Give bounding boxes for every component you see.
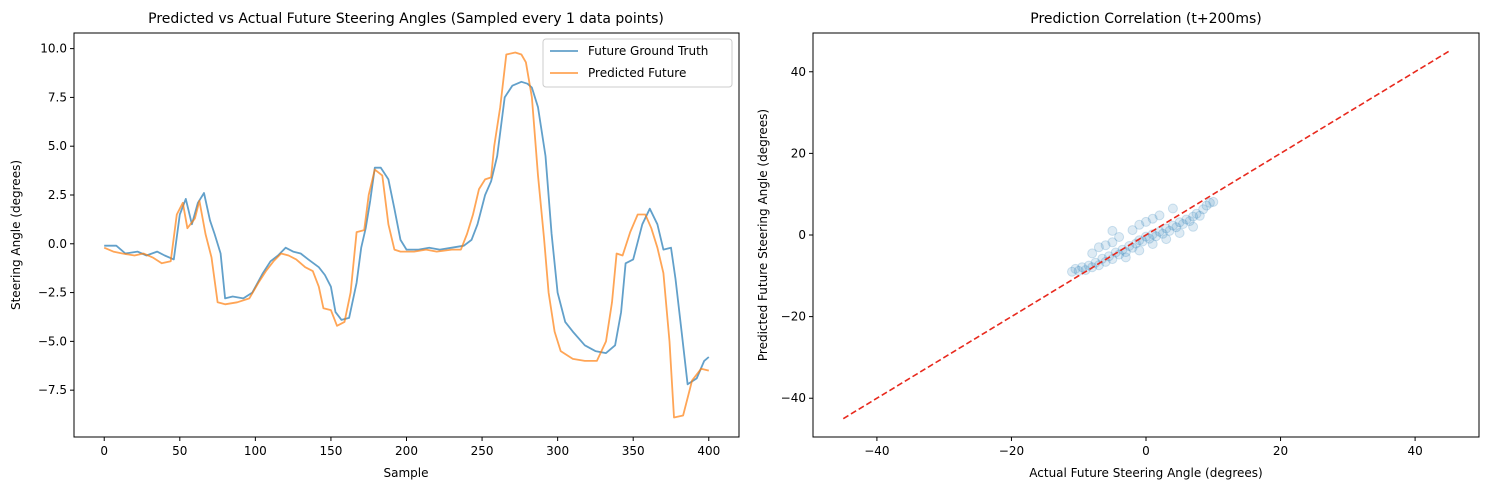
scatter-chart-y-tick-label: −40 [781,391,806,405]
line-chart-x-tick-label: 350 [622,444,645,458]
scatter-point [1188,221,1199,232]
scatter-point [1134,245,1145,256]
scatter-chart-y-tick-label: −20 [781,310,806,324]
line-chart-y-tick-label: 10.0 [40,42,67,56]
scatter-point [1067,266,1077,277]
scatter-point [1161,234,1172,245]
scatter-point [1181,214,1192,225]
scatter-chart-reference-line [842,50,1450,420]
line-series-1 [103,51,710,419]
scatter-chart-y-axis-label: Predicted Future Steering Angle (degrees… [756,109,770,361]
scatter-point [1147,213,1158,224]
legend-box [542,38,733,88]
line-chart-x-tick-label: 100 [244,444,267,458]
line-chart-y-tick-label: 7.5 [48,90,67,104]
scatter-point [1198,204,1209,215]
scatter-point [1107,237,1118,248]
scatter-point [1134,235,1145,246]
line-chart-x-tick-label: 200 [395,444,418,458]
legend-label-ground-truth: Future Ground Truth [588,44,708,58]
scatter-chart-points [1067,196,1219,277]
legend-label-predicted: Predicted Future [588,66,686,80]
scatter-point [1174,217,1185,228]
line-chart-x-tick-label: 0 [100,444,108,458]
reference-diagonal-line [842,50,1450,420]
scatter-point [1100,240,1111,251]
scatter-point [1204,197,1215,208]
scatter-point [1167,203,1178,214]
scatter-point [1093,242,1104,253]
scatter-chart: Prediction Correlation (t+200ms) −40 −20 0… [756,11,1480,480]
scatter-point [1191,208,1202,219]
scatter-point [1114,232,1125,242]
scatter-point [1107,225,1118,236]
scatter-point [1120,252,1131,263]
line-chart-y-axis-label: Steering Angle (degrees) [9,160,23,310]
scatter-chart-y-tick-label: 0 [798,228,806,242]
line-chart-y-tick-label: 5.0 [48,139,67,153]
line-chart-x-tick-label: 150 [319,444,342,458]
scatter-point [1134,219,1145,230]
scatter-point [1141,216,1151,227]
scatter-point [1208,196,1219,207]
scatter-point [1151,231,1162,242]
line-chart-title: Predicted vs Actual Future Steering Angl… [148,11,664,27]
line-chart-y-tick-label: −2.5 [38,286,67,300]
line-chart-series-group [103,51,710,419]
line-chart-x-tick-label: 400 [697,444,720,458]
scatter-point [1184,216,1195,227]
line-chart-legend: Future Ground Truth Predicted Future [542,38,733,88]
scatter-point [1154,210,1165,221]
scatter-point [1144,233,1155,244]
scatter-point [1127,225,1138,236]
scatter-chart-x-tick-label: 0 [1142,444,1150,458]
line-chart: Predicted vs Actual Future Steering Angl… [9,11,740,480]
scatter-chart-title: Prediction Correlation (t+200ms) [1030,11,1261,27]
scatter-chart-y-ticks: −40 −20 0 20 40 [781,65,813,405]
line-chart-x-tick-label: 50 [172,444,187,458]
scatter-point [1147,239,1158,249]
scatter-chart-x-axis-label: Actual Future Steering Angle (degrees) [1029,466,1262,480]
scatter-chart-y-tick-label: 20 [791,146,806,160]
scatter-point [1188,211,1199,222]
scatter-chart-x-tick-label: −20 [999,444,1024,458]
scatter-point [1178,219,1188,229]
line-chart-y-tick-label: 2.5 [48,188,67,202]
scatter-chart-y-tick-label: 40 [791,65,806,79]
scatter-point [1157,228,1168,239]
line-chart-x-tick-label: 250 [471,444,494,458]
scatter-point [1201,200,1212,211]
scatter-point [1164,225,1175,236]
scatter-point [1171,222,1182,233]
scatter-point [1194,210,1205,221]
scatter-chart-x-tick-label: 20 [1273,444,1288,458]
line-chart-x-axis-label: Sample [384,466,429,480]
scatter-point [1167,220,1178,231]
scatter-chart-x-tick-label: −40 [864,444,889,458]
scatter-chart-x-tick-label: 40 [1407,444,1422,458]
scatter-point [1070,263,1081,274]
scatter-point [1161,223,1172,234]
line-chart-x-ticks: 0 50 100 150 200 250 300 350 400 [100,437,720,458]
scatter-point [1120,247,1131,258]
line-series-0 [104,80,710,386]
line-chart-y-ticks: −7.5 −5.0 −2.5 0.0 2.5 5.0 7.5 10.0 [38,42,74,397]
line-chart-y-tick-label: −7.5 [38,383,67,397]
scatter-point [1077,262,1088,273]
scatter-chart-x-ticks: −40 −20 0 20 40 [864,437,1423,458]
line-chart-x-tick-label: 300 [546,444,569,458]
line-chart-y-tick-label: −5.0 [38,334,67,348]
scatter-point [1087,248,1098,259]
scatter-point [1174,228,1185,238]
line-chart-y-tick-label: 0.0 [48,237,67,251]
